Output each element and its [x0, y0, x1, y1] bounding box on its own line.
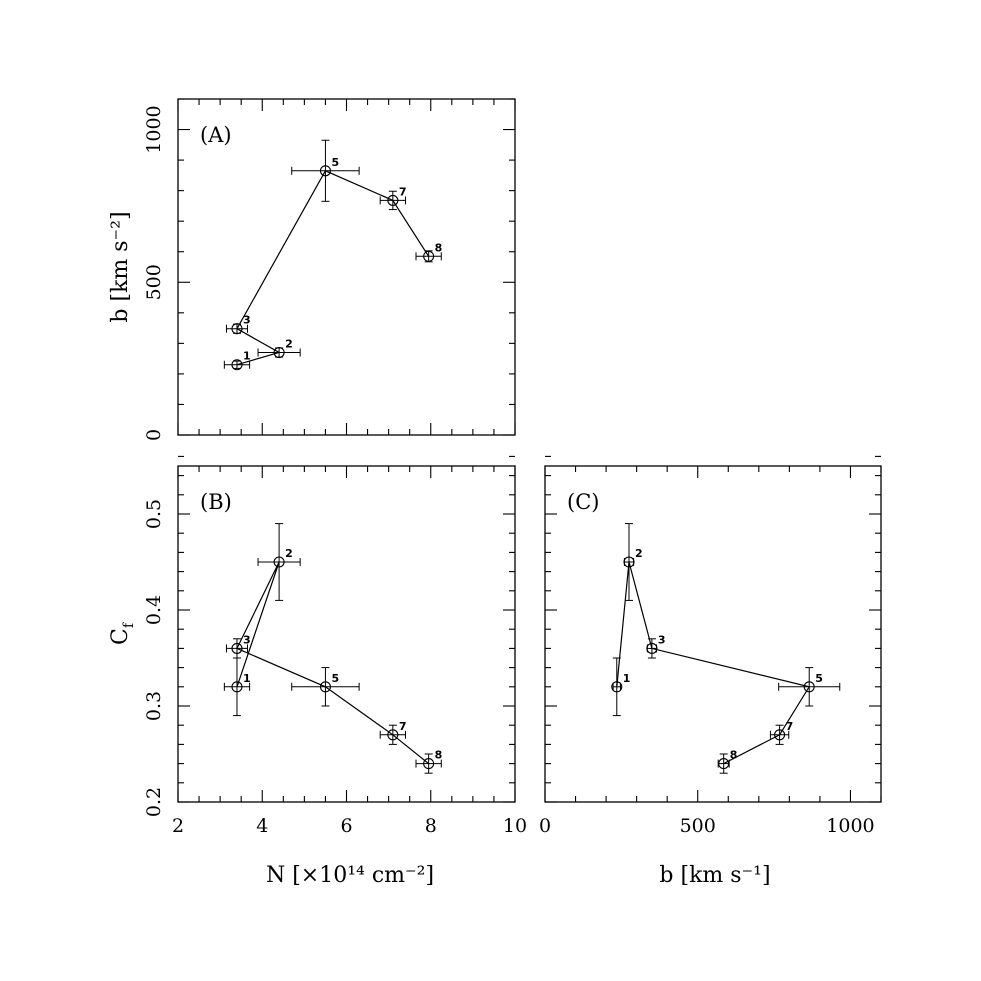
panel-b-ytick-label: 0.4	[143, 595, 165, 625]
panel-c-data-point	[646, 642, 658, 654]
panel-b-ylabel-main: C	[108, 628, 133, 645]
panel-a: (A) b [km s⁻²] 0 500 1000 1 2 3 5 7 8	[108, 98, 516, 441]
panel-b-data-point	[423, 758, 435, 770]
panel-a-ytick-label: 0	[143, 429, 165, 441]
panel-b-frame	[177, 465, 516, 803]
panel-b-data-point	[231, 642, 243, 654]
panel-b-ylabel-sub: f	[121, 621, 137, 628]
panel-c-data-point	[718, 758, 730, 770]
panel-a-frame	[177, 98, 516, 436]
panel-b-data-point	[231, 681, 243, 693]
panel-c-xtick-label: 500	[680, 815, 716, 837]
panel-a-series-line	[236, 170, 430, 366]
panel-b-point-label: 2	[285, 547, 293, 560]
panel-b-ytick-label: 0.3	[143, 691, 165, 721]
panel-a-point-label: 2	[285, 338, 293, 351]
panel-a-point-label: 1	[243, 350, 251, 363]
panel-b-ylabel: Cf	[108, 621, 137, 645]
panel-b-xtick-label: 4	[256, 815, 268, 837]
panel-b-xtick-label: 10	[503, 815, 527, 837]
panel-c-xtick-label: 1000	[826, 815, 874, 837]
panel-b-data-point	[387, 729, 399, 741]
panel-a-point-label: 5	[331, 156, 339, 169]
panel-a-data-point	[231, 323, 243, 335]
panel-b-point-label: 5	[331, 672, 339, 685]
panel-a-label: (A)	[200, 123, 232, 147]
panel-a-data-point	[319, 165, 331, 177]
panel-b-xtick-label: 8	[425, 815, 437, 837]
panel-c-point-label: 8	[730, 749, 738, 762]
panel-b-xtick-label: 2	[172, 815, 184, 837]
panel-c-point-label: 1	[623, 672, 631, 685]
panel-a-ylabel: b [km s⁻²]	[108, 211, 133, 322]
panel-c-xtick-label: 0	[539, 815, 551, 837]
panel-b-series-line	[236, 561, 429, 765]
panel-c-xlabel: b [km s⁻¹]	[659, 863, 770, 888]
panel-a-ytick-label: 1000	[143, 105, 165, 153]
panel-c-data-point	[611, 681, 623, 693]
panel-a-point-label: 8	[435, 241, 443, 254]
panel-b-ytick-label: 0.5	[143, 499, 165, 529]
panel-b-data-point	[273, 556, 285, 568]
panel-a-ytick-label: 500	[143, 264, 165, 300]
panel-b-point-label: 3	[243, 633, 251, 646]
panel-a-data-point	[273, 346, 285, 359]
panel-b-point-label: 8	[435, 749, 443, 762]
panel-b-xtick-label: 6	[340, 815, 352, 837]
panel-c-point-label: 5	[815, 672, 823, 685]
panel-a-data-point	[231, 359, 243, 371]
panel-c-point-label: 3	[658, 633, 666, 646]
panel-a-point-label: 7	[399, 185, 407, 198]
panel-b-point-label: 7	[399, 720, 407, 733]
panel-c-label: (C)	[567, 490, 599, 514]
panel-a-data-point	[423, 250, 435, 262]
panel-a-data-point	[387, 194, 399, 206]
panel-c-data-point	[803, 681, 815, 693]
panel-c-frame	[544, 465, 882, 803]
panel-c: (C) b [km s⁻¹] 0 500 1000 1 2 3 5 7 8	[539, 455, 882, 888]
panel-b: (B) Cf N [×10¹⁴ cm⁻²] 2 4 6 8 10 0.2 0.3 0.4 0.5…	[108, 455, 527, 888]
panel-b-point-label: 1	[243, 672, 251, 685]
panel-b-data-point	[319, 681, 331, 693]
panel-c-series-line	[616, 561, 811, 765]
panel-b-xlabel: N [×10¹⁴ cm⁻²]	[266, 863, 434, 888]
panel-b-ylabel-group: Cf	[108, 621, 137, 645]
panel-c-point-label: 7	[786, 720, 794, 733]
panel-c-data-point	[774, 729, 786, 741]
panel-b-ytick-label: 0.2	[143, 787, 165, 817]
panel-c-data-point	[623, 556, 635, 568]
panel-b-label: (B)	[200, 490, 232, 514]
panel-a-point-label: 3	[243, 314, 251, 327]
panel-c-point-label: 2	[635, 547, 643, 560]
